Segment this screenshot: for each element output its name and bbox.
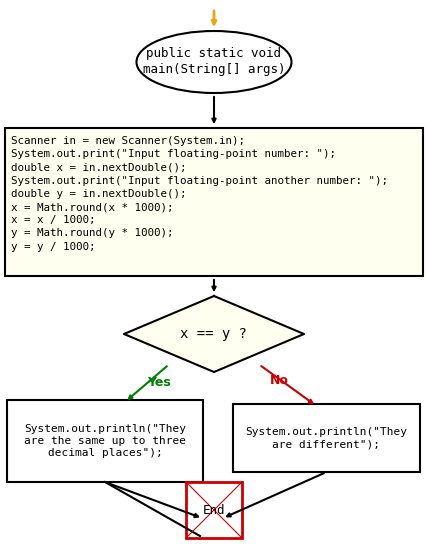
Bar bbox=[233, 404, 420, 472]
Text: Scanner in = new Scanner(System.in);
System.out.print("Input floating-point numb: Scanner in = new Scanner(System.in); Sys… bbox=[11, 136, 388, 252]
Polygon shape bbox=[124, 296, 304, 372]
Text: public static void
main(String[] args): public static void main(String[] args) bbox=[143, 48, 285, 77]
Text: End: End bbox=[203, 504, 225, 517]
Ellipse shape bbox=[137, 31, 291, 93]
Bar bbox=[7, 400, 203, 482]
Text: Yes: Yes bbox=[147, 376, 171, 390]
Bar bbox=[5, 128, 423, 276]
Text: No: No bbox=[270, 374, 288, 387]
Bar bbox=[186, 482, 242, 538]
Text: System.out.println("They
are the same up to three
decimal places");: System.out.println("They are the same up… bbox=[24, 424, 186, 458]
Text: System.out.println("They
are different");: System.out.println("They are different")… bbox=[246, 427, 407, 449]
Text: x == y ?: x == y ? bbox=[181, 327, 247, 341]
